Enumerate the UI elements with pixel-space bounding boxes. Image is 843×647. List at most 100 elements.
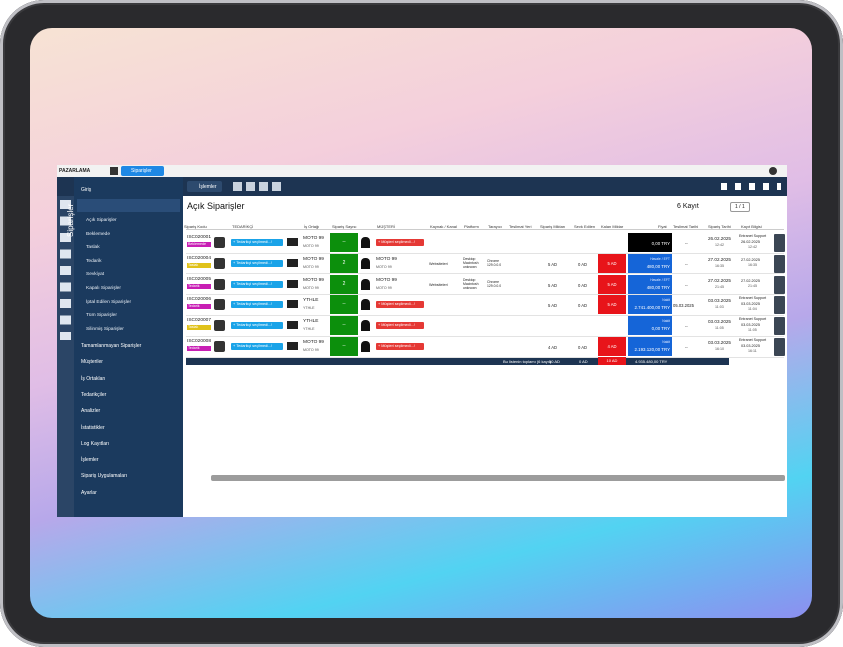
supplier-button[interactable]: + Tedarikçi seçilmedi...! xyxy=(231,322,283,330)
record-date: 27.02.2025 xyxy=(741,257,761,262)
price: 2.741.400,00 TRY xyxy=(634,305,670,311)
row-menu-button[interactable] xyxy=(774,254,785,273)
order-code[interactable]: ISC020004 xyxy=(187,255,212,261)
submenu-item[interactable]: Beklemede xyxy=(86,231,110,237)
column-header[interactable]: Sipariş Sayısı xyxy=(332,224,357,229)
supplier-button[interactable]: + Tedarikçi seçilmedi...! xyxy=(231,301,283,309)
menu-item[interactable]: İstatistikler xyxy=(81,424,105,431)
column-header[interactable]: Sipariş Miktarı xyxy=(540,224,566,229)
customer-button[interactable]: + Müşteri seçilmedi...! xyxy=(376,322,424,330)
order-code[interactable]: ISC020005 xyxy=(187,276,212,282)
order-code[interactable]: ISC020008 xyxy=(187,339,212,344)
row-menu-button[interactable] xyxy=(774,317,785,336)
column-header[interactable]: MÜŞTERİ xyxy=(377,224,395,229)
menu-item[interactable]: Analizler xyxy=(81,408,101,415)
remaining: 5 AD xyxy=(598,274,626,294)
menu-item[interactable]: Log Kayıtları xyxy=(81,440,110,447)
column-header[interactable]: Kalan Miktar xyxy=(601,224,624,229)
supplier-button[interactable]: + Tedarikçi seçilmedi...! xyxy=(231,343,283,350)
row-menu-button[interactable] xyxy=(774,275,785,294)
menu-item[interactable]: Giriş xyxy=(81,187,92,193)
shipped: 0 AD xyxy=(578,303,588,309)
menu-item[interactable]: Tamamlanmayan Siparişler xyxy=(81,343,142,349)
submenu-item[interactable]: Tedarik xyxy=(86,258,102,264)
order-code[interactable]: ISC020006 xyxy=(187,297,212,303)
apps-icon[interactable] xyxy=(110,167,118,175)
tab[interactable]: Siparişler xyxy=(121,166,164,176)
submenu-item[interactable]: Taslak xyxy=(86,245,100,251)
status-tag: Taslak xyxy=(187,325,211,331)
customer-name[interactable]: MOTO 99 xyxy=(376,256,397,262)
column-header[interactable]: Teslimat Yeri xyxy=(509,224,532,229)
column-header[interactable]: Kaynak / Kanal xyxy=(430,224,457,229)
partner-sub: MOTO 99 xyxy=(303,348,319,352)
scrollbar[interactable] xyxy=(211,475,785,481)
order-time: 16:10 xyxy=(715,347,724,351)
icon-rail xyxy=(57,196,74,517)
partner-sub: MOTO 99 xyxy=(303,244,319,248)
column-header[interactable]: İş Ortağı xyxy=(304,224,320,229)
rail-icons[interactable] xyxy=(60,200,71,340)
order-count[interactable]: 2 xyxy=(330,253,358,273)
row-menu-button[interactable] xyxy=(774,338,785,356)
footer-label: Bu listenin toplamı (6 kayıt): xyxy=(503,358,553,364)
order-code[interactable]: ISC020001 xyxy=(187,235,212,240)
pager[interactable]: 1 / 1 xyxy=(730,202,750,212)
user-avatar[interactable] xyxy=(769,167,777,175)
status-tag: Tedarik xyxy=(187,304,211,310)
submenu-item[interactable]: İptal Edilen Siparişler xyxy=(86,299,132,305)
menu-item[interactable]: Tedarikçiler xyxy=(81,391,107,398)
menu-item[interactable]: İş Ortakları xyxy=(81,375,106,382)
column-header[interactable]: Sipariş Kodu xyxy=(184,224,207,229)
supplier-button[interactable]: + Tedarikçi seçilmedi...! xyxy=(231,280,283,288)
order-count[interactable]: -- xyxy=(330,233,358,252)
menu-item[interactable]: Müşteriler xyxy=(81,359,103,366)
column-header[interactable]: Tarayıcı xyxy=(488,224,503,229)
order-count[interactable]: 2 xyxy=(330,274,358,294)
sidebar-title: Siparişler xyxy=(66,203,75,237)
nav-icons[interactable] xyxy=(721,183,781,190)
footer-qty: 10 AD xyxy=(549,358,560,364)
price: 0,00 TRY xyxy=(651,326,670,332)
menu-item[interactable]: Ayarlar xyxy=(81,489,97,496)
customer-icon xyxy=(361,257,370,269)
column-header[interactable]: TEDARİKÇİ xyxy=(232,224,254,229)
submenu-item[interactable]: Tüm Siparişler xyxy=(86,313,117,319)
column-header[interactable]: Platform xyxy=(464,224,479,229)
column-header[interactable]: Sevk Edilen xyxy=(574,224,596,229)
customer-button[interactable]: + Müşteri seçilmedi...! xyxy=(376,239,424,246)
supplier-button[interactable]: + Tedarikçi seçilmedi...! xyxy=(231,259,283,267)
payment-method: Havale / EFT xyxy=(650,277,670,282)
footer-shipped: 0 AD xyxy=(579,358,588,364)
customer-button[interactable]: + Müşteri seçilmedi...! xyxy=(376,343,424,350)
customer-name[interactable]: MOTO 99 xyxy=(376,277,397,283)
customer-button[interactable]: + Müşteri seçilmedi...! xyxy=(376,301,424,309)
column-header[interactable]: Sipariş Tarihi xyxy=(708,224,731,229)
submenu-item[interactable]: Açık Siparişler xyxy=(86,218,117,223)
order-count[interactable]: -- xyxy=(330,337,358,356)
order-count[interactable]: -- xyxy=(330,316,358,336)
submenu-item[interactable]: Silinmiş Siparişler xyxy=(86,326,124,332)
toolbar-icons[interactable] xyxy=(233,182,283,191)
order-date: 03.03.2025 xyxy=(708,298,731,304)
row-menu-button[interactable] xyxy=(774,296,785,315)
module-name[interactable]: PAZARLAMA xyxy=(59,168,91,174)
record-time: 16:35 xyxy=(748,263,757,268)
actions-button[interactable]: İşlemler xyxy=(187,181,222,192)
supplier-icon xyxy=(214,320,225,332)
order-count[interactable]: -- xyxy=(330,295,358,315)
row-line xyxy=(186,273,784,275)
row-menu-button[interactable] xyxy=(774,234,785,252)
column-header[interactable]: Teslimat Tarihi xyxy=(673,224,699,229)
menu-item[interactable]: İşlemler xyxy=(81,457,99,464)
order-date: 27.02.2025 xyxy=(708,277,731,283)
submenu-item[interactable]: Kapalı Siparişler xyxy=(86,286,121,291)
supplier-button[interactable]: + Tedarikçi seçilmedi...! xyxy=(231,239,283,246)
submenu-item[interactable]: Sevkiyat xyxy=(86,272,105,278)
order-code[interactable]: ISC020007 xyxy=(187,318,212,324)
menu-item[interactable]: Sipariş Uygulamaları xyxy=(81,473,128,480)
column-header[interactable]: Fiyat xyxy=(658,224,667,229)
supplier-icon xyxy=(214,278,225,290)
partner-sub: MOTO 99 xyxy=(303,285,319,290)
column-header[interactable]: Kayıt Bilgisi xyxy=(741,224,762,229)
